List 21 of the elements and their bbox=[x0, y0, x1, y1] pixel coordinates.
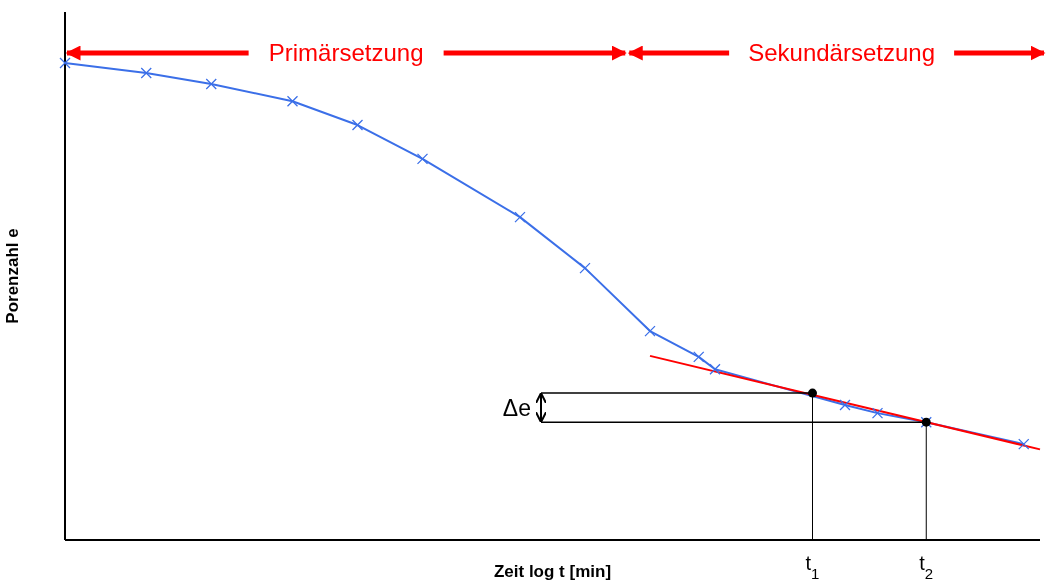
point bbox=[351, 119, 364, 131]
point bbox=[579, 262, 591, 274]
annotation: Primärsetzung bbox=[268, 39, 424, 66]
point bbox=[709, 363, 721, 375]
x-tick-label: t$_{2}$ bbox=[919, 552, 934, 582]
x-tick-label: t$_{1}$ bbox=[805, 552, 820, 582]
point bbox=[839, 399, 851, 411]
point bbox=[644, 325, 656, 337]
point bbox=[693, 351, 705, 363]
point bbox=[59, 57, 71, 69]
point bbox=[286, 95, 299, 107]
point bbox=[514, 211, 526, 223]
y-axis-title: Porenzahl e bbox=[3, 228, 23, 324]
point bbox=[1018, 438, 1030, 450]
point bbox=[140, 67, 152, 79]
point bbox=[871, 407, 884, 419]
point bbox=[416, 153, 429, 165]
x-axis-title: Zeit log t [min] bbox=[493, 562, 612, 581]
annotation: Δe bbox=[502, 394, 531, 421]
annotation: Sekundärsetzung bbox=[748, 39, 936, 66]
point bbox=[205, 78, 217, 90]
